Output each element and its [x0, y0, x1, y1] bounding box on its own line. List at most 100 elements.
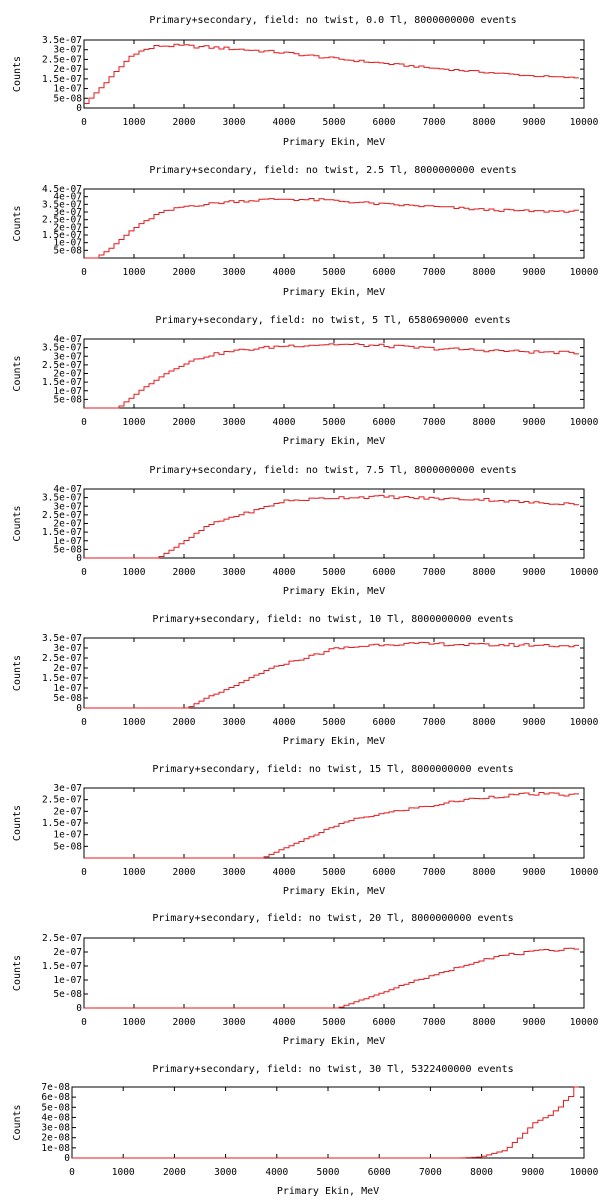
x-tick-label: 1000: [123, 867, 146, 878]
x-tick-label: 5000: [323, 567, 346, 578]
histogram-series: [84, 198, 579, 259]
x-tick-label: 6000: [373, 867, 396, 878]
x-tick-label: 0: [81, 867, 87, 878]
x-tick-label: 8000: [473, 567, 496, 578]
x-tick-label: 5000: [323, 867, 346, 878]
x-tick-label: 10000: [570, 1017, 599, 1028]
x-tick-label: 10000: [570, 567, 599, 578]
x-tick-label: 2000: [173, 267, 196, 278]
y-tick-label: 3e-07: [53, 783, 82, 794]
chart-title: Primary+secondary, field: no twist, 10 T…: [152, 614, 513, 625]
x-axis-label: Primary Ekin, MeV: [277, 1186, 379, 1197]
y-tick-label: 1e-07: [53, 536, 82, 547]
x-tick-label: 10000: [570, 867, 599, 878]
x-tick-label: 3000: [223, 717, 246, 728]
histogram-series: [84, 641, 579, 709]
x-tick-label: 8000: [473, 267, 496, 278]
y-tick-label: 3e-07: [53, 207, 82, 218]
x-tick-label: 2000: [173, 567, 196, 578]
x-tick-label: 6000: [373, 1017, 396, 1028]
plot-frame: [83, 787, 585, 859]
y-tick-label: 3.5e-07: [42, 199, 82, 210]
x-tick-label: 0: [81, 417, 87, 428]
y-tick-label: 2.5e-07: [42, 795, 82, 806]
x-tick-label: 2000: [163, 1167, 186, 1178]
x-tick-label: 7000: [423, 867, 446, 878]
y-tick-label: 7e-08: [41, 1082, 70, 1093]
y-tick-label: 1e-07: [53, 238, 82, 249]
y-tick-label: 0: [76, 553, 82, 564]
x-tick-label: 6000: [373, 417, 396, 428]
chart-title: Primary+secondary, field: no twist, 30 T…: [152, 1064, 513, 1075]
y-tick-label: 3.5e-07: [42, 633, 82, 644]
histogram-series: [72, 1086, 579, 1159]
x-axis-label: Primary Ekin, MeV: [283, 886, 385, 897]
y-tick-label: 1e-07: [53, 975, 82, 986]
y-tick-label: 1.5e-07: [42, 74, 82, 85]
x-tick-label: 5000: [323, 117, 346, 128]
x-tick-label: 10000: [570, 417, 599, 428]
y-tick-label: 3e-07: [53, 45, 82, 56]
y-axis-label: Counts: [12, 1104, 23, 1140]
x-tick-label: 7000: [423, 567, 446, 578]
x-tick-label: 8000: [473, 417, 496, 428]
x-tick-label: 9000: [521, 1167, 544, 1178]
x-tick-label: 3000: [223, 417, 246, 428]
y-axis-label: Counts: [12, 56, 23, 92]
y-tick-label: 3e-07: [53, 643, 82, 654]
y-tick-label: 2e-07: [53, 806, 82, 817]
x-tick-label: 7000: [423, 717, 446, 728]
y-tick-label: 1e-07: [53, 830, 82, 841]
x-tick-label: 9000: [523, 1017, 546, 1028]
x-tick-label: 3000: [223, 267, 246, 278]
y-tick-label: 3.5e-07: [42, 493, 82, 504]
x-tick-label: 1000: [112, 1167, 135, 1178]
x-axis-label: Primary Ekin, MeV: [283, 736, 385, 747]
y-tick-label: 3.5e-07: [42, 343, 82, 354]
x-tick-label: 5000: [323, 717, 346, 728]
plot-frame: [83, 338, 585, 409]
y-tick-label: 2e-07: [53, 947, 82, 958]
y-tick-label: 5e-08: [53, 245, 82, 256]
y-tick-label: 3.5e-07: [42, 35, 82, 46]
y-tick-label: 2e-07: [53, 64, 82, 75]
x-tick-label: 7000: [423, 417, 446, 428]
y-tick-label: 6e-08: [41, 1092, 70, 1103]
x-tick-label: 4000: [273, 267, 296, 278]
y-tick-label: 2.5e-07: [42, 510, 82, 521]
chart-title: Primary+secondary, field: no twist, 2.5 …: [149, 165, 516, 176]
y-axis-label: Counts: [12, 205, 23, 241]
y-tick-label: 1.5e-07: [42, 961, 82, 972]
y-tick-label: 1e-08: [41, 1143, 70, 1154]
y-tick-label: 3e-08: [41, 1123, 70, 1134]
x-axis-label: Primary Ekin, MeV: [283, 586, 385, 597]
y-tick-label: 4.5e-07: [42, 184, 82, 195]
chart-title: Primary+secondary, field: no twist, 15 T…: [152, 764, 513, 775]
x-tick-label: 3000: [223, 867, 246, 878]
chart-title: Primary+secondary, field: no twist, 20 T…: [152, 913, 513, 924]
y-tick-label: 1.5e-07: [42, 377, 82, 388]
x-tick-label: 7000: [419, 1167, 442, 1178]
x-tick-label: 1000: [123, 267, 146, 278]
x-tick-label: 10000: [570, 267, 599, 278]
x-tick-label: 5000: [323, 267, 346, 278]
y-tick-label: 1.5e-07: [42, 527, 82, 538]
x-tick-label: 3000: [214, 1167, 237, 1178]
y-tick-label: 2e-08: [41, 1133, 70, 1144]
y-axis-label: Counts: [12, 805, 23, 841]
x-tick-label: 4000: [273, 417, 296, 428]
y-tick-label: 0: [76, 703, 82, 714]
y-tick-label: 5e-08: [53, 989, 82, 1000]
x-tick-label: 5000: [323, 1017, 346, 1028]
y-tick-label: 1.5e-07: [42, 673, 82, 684]
x-tick-label: 9000: [523, 567, 546, 578]
x-tick-label: 8000: [473, 117, 496, 128]
y-tick-label: 2.5e-07: [42, 54, 82, 65]
y-tick-label: 2e-07: [53, 663, 82, 674]
y-tick-label: 2e-07: [53, 369, 82, 380]
x-tick-label: 1000: [123, 117, 146, 128]
x-tick-label: 0: [69, 1167, 75, 1178]
x-tick-label: 8000: [473, 717, 496, 728]
x-tick-label: 7000: [423, 1017, 446, 1028]
x-tick-label: 9000: [523, 267, 546, 278]
